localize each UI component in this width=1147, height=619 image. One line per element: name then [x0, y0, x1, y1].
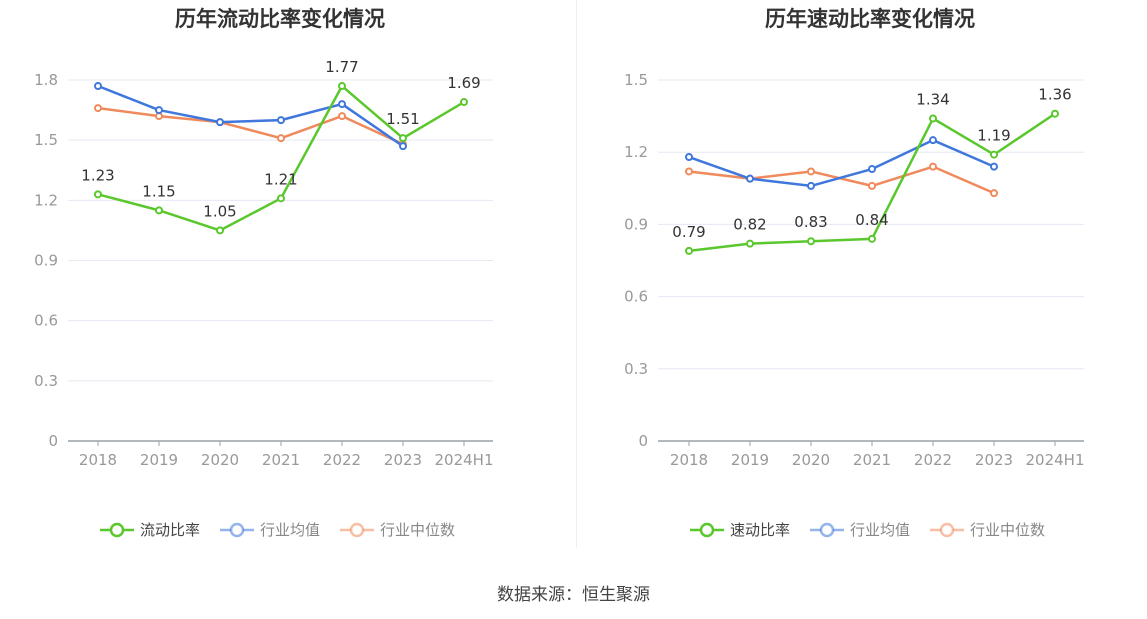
legend-label: 流动比率 [140, 521, 200, 539]
x-tick-label: 2024H1 [1026, 451, 1085, 469]
x-tick-label: 2022 [914, 451, 952, 469]
data-point-series-2 [94, 82, 102, 91]
chart-title: 历年流动比率变化情况 [175, 7, 385, 31]
data-label: 0.84 [855, 211, 888, 229]
data-point-series-1 [868, 234, 876, 243]
data-point-series-3 [929, 162, 937, 171]
y-tick-label: 0.9 [624, 215, 648, 233]
legend-marker [939, 522, 955, 538]
data-label: 0.83 [794, 213, 827, 231]
data-point-series-3 [94, 104, 102, 113]
y-tick-label: 1.5 [34, 131, 58, 149]
legend-label: 行业均值 [850, 521, 910, 539]
data-point-series-3 [990, 189, 998, 198]
y-tick-label: 0.3 [624, 360, 648, 378]
data-point-series-1 [399, 134, 407, 143]
y-tick-label: 0.6 [34, 312, 58, 330]
data-point-series-3 [685, 167, 693, 176]
legend-label: 行业中位数 [970, 521, 1045, 539]
chart-1: 历年流动比率变化情况 0 0.3 0.6 0.9 1.2 1.5 1.8 2018 2019 202… [34, 7, 493, 539]
x-tick-label: 2020 [201, 451, 239, 469]
legend-label: 行业均值 [260, 521, 320, 539]
data-point-series-1 [94, 190, 102, 199]
data-point-series-2 [277, 116, 285, 125]
data-point-series-1 [338, 82, 346, 91]
x-tick-label: 2023 [384, 451, 422, 469]
series-line-3 [688, 165, 995, 195]
data-point-series-1 [746, 239, 754, 248]
y-tick-label: 1.2 [624, 143, 648, 161]
data-point-series-2 [929, 136, 937, 145]
data-point-series-1 [1051, 109, 1059, 118]
x-tick-label: 2019 [140, 451, 178, 469]
data-label: 0.79 [672, 223, 705, 241]
series-line-2 [97, 84, 404, 148]
x-tick-label: 2020 [792, 451, 830, 469]
y-tick-label: 0.9 [34, 252, 58, 270]
x-tick-label: 2021 [853, 451, 891, 469]
data-label: 1.19 [977, 127, 1010, 145]
data-point-series-2 [746, 174, 754, 183]
y-tick-label: 0 [48, 432, 58, 450]
data-point-series-1 [460, 98, 468, 107]
data-point-series-3 [277, 134, 285, 143]
data-point-series-1 [155, 206, 163, 215]
data-point-series-3 [338, 112, 346, 121]
data-label: 0.82 [733, 216, 766, 234]
series-line-2 [688, 138, 995, 188]
chart-2: 历年速动比率变化情况 0 0.3 0.6 0.9 1.2 1.5 2018 2019 2020 20… [624, 7, 1084, 539]
x-tick-label: 2018 [670, 451, 708, 469]
data-point-series-2 [685, 153, 693, 162]
panel-divider [576, 0, 577, 548]
x-tick-label: 2018 [79, 451, 117, 469]
y-tick-label: 1.5 [624, 71, 648, 89]
legend-label: 速动比率 [730, 521, 790, 539]
data-source: 数据来源：恒生聚源 [497, 585, 650, 605]
data-point-series-2 [868, 165, 876, 174]
x-tick-label: 2023 [975, 451, 1013, 469]
x-tick-label: 2019 [731, 451, 769, 469]
data-point-series-1 [277, 194, 285, 203]
y-tick-label: 0.3 [34, 372, 58, 390]
data-label: 1.21 [264, 170, 297, 188]
x-tick-label: 2022 [323, 451, 361, 469]
data-point-series-3 [868, 181, 876, 190]
data-point-series-1 [990, 150, 998, 159]
data-label: 1.34 [916, 91, 949, 109]
data-point-series-2 [216, 118, 224, 127]
data-point-series-2 [807, 181, 815, 190]
data-label: 1.51 [386, 110, 419, 128]
y-tick-label: 0 [638, 432, 648, 450]
data-point-series-1 [685, 246, 693, 255]
data-label: 1.69 [447, 74, 480, 92]
data-label: 1.05 [203, 202, 236, 220]
legend-marker [229, 522, 245, 538]
data-label: 1.15 [142, 182, 175, 200]
data-point-series-2 [338, 100, 346, 109]
legend-marker [699, 522, 715, 538]
legend-marker [349, 522, 365, 538]
data-point-series-1 [807, 237, 815, 246]
data-point-series-2 [990, 162, 998, 171]
data-label: 1.36 [1038, 86, 1071, 104]
series-line-3 [97, 106, 404, 146]
data-point-series-3 [807, 167, 815, 176]
data-point-series-2 [399, 142, 407, 151]
legend-marker [109, 522, 125, 538]
data-point-series-1 [929, 114, 937, 123]
data-label: 1.23 [81, 166, 114, 184]
y-tick-label: 1.8 [34, 71, 58, 89]
data-label: 1.77 [325, 58, 358, 76]
line-charts: 历年流动比率变化情况 0 0.3 0.6 0.9 1.2 1.5 1.8 2018 2019 202… [34, 7, 1084, 539]
chart-title: 历年速动比率变化情况 [765, 7, 975, 31]
legend-label: 行业中位数 [380, 521, 455, 539]
y-tick-label: 0.6 [624, 288, 648, 306]
x-tick-label: 2021 [262, 451, 300, 469]
data-point-series-1 [216, 226, 224, 235]
y-tick-label: 1.2 [34, 191, 58, 209]
legend-marker [819, 522, 835, 538]
x-tick-label: 2024H1 [435, 451, 494, 469]
data-point-series-2 [155, 106, 163, 115]
